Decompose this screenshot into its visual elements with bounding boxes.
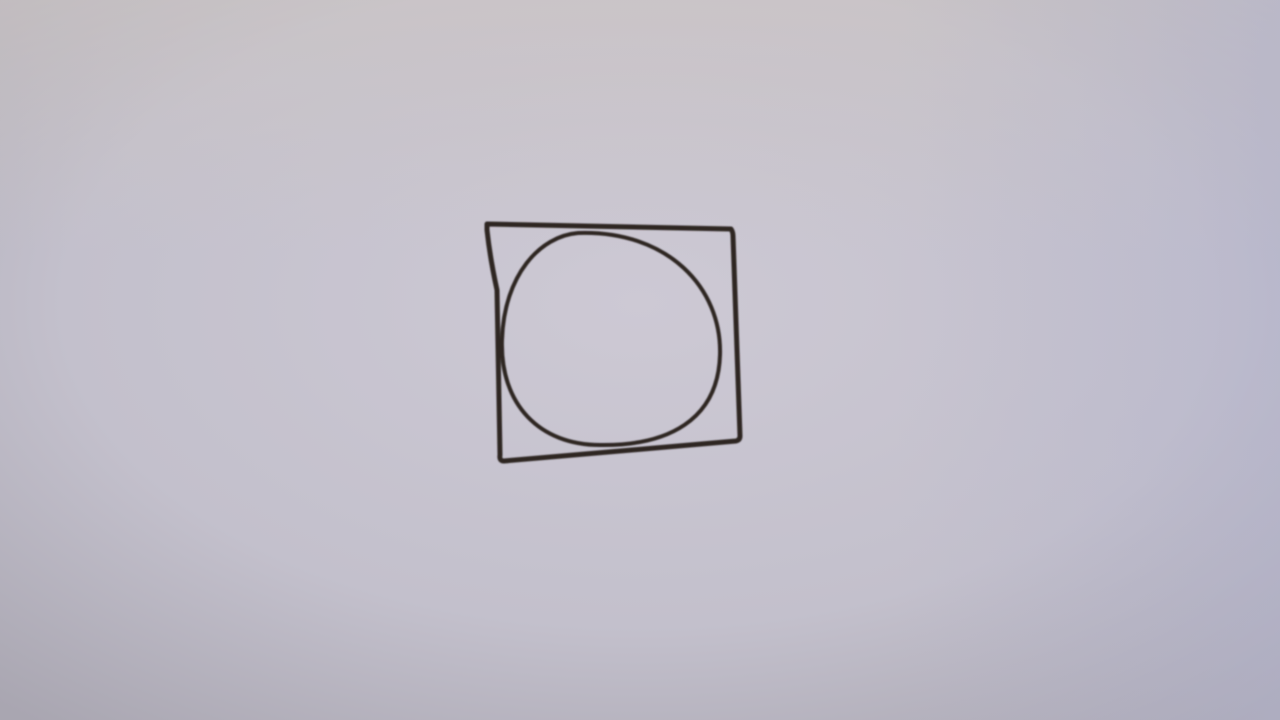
ink-sketch <box>484 221 743 464</box>
circle-outline <box>499 230 723 448</box>
square-outline <box>484 221 743 464</box>
